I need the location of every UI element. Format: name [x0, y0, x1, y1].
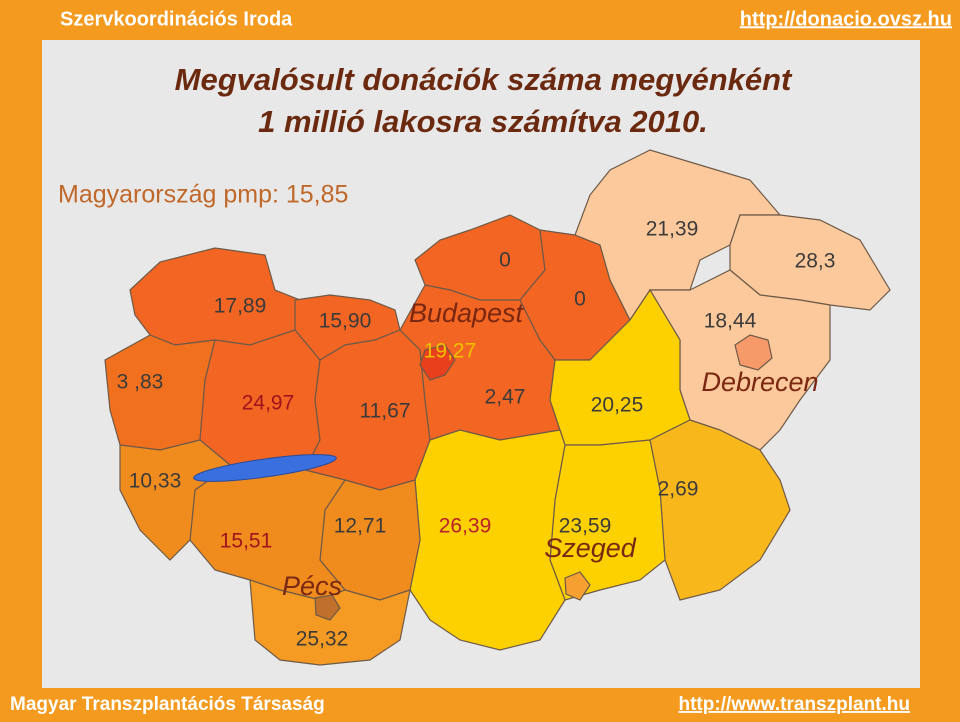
- county-value: 2,69: [658, 478, 699, 501]
- szeged-area: [564, 571, 591, 601]
- county-value: 15,90: [319, 310, 372, 333]
- city-name: Szeged: [544, 533, 637, 563]
- county-value: 0: [574, 288, 586, 311]
- county: [729, 214, 891, 311]
- budapest-area: [419, 344, 456, 381]
- footer-left: Magyar Transzplantációs Társaság: [10, 694, 325, 715]
- county-value: 11,67: [360, 400, 411, 423]
- county-value: 15,51: [220, 530, 273, 553]
- pecs-area: [314, 594, 341, 621]
- county-value: 28,3: [795, 250, 836, 273]
- debrecen-area: [734, 334, 773, 371]
- city-name: Debrecen: [701, 367, 818, 397]
- subtitle: 1 millió lakosra számítva 2010.: [258, 104, 708, 139]
- county: [409, 429, 566, 651]
- county-value: 17,89: [214, 295, 267, 318]
- county-value: 23,59: [559, 515, 612, 538]
- county-value: 0: [499, 249, 511, 272]
- county-value: 21,39: [646, 218, 699, 241]
- county-value: 12,71: [334, 515, 387, 538]
- county-value: 18,44: [704, 310, 757, 333]
- map: [104, 149, 891, 666]
- county-value: 24,97: [242, 392, 295, 415]
- county-value: 25,32: [296, 628, 349, 651]
- county-value: 26,39: [439, 515, 492, 538]
- header-left: Szervkoordinációs Iroda: [60, 8, 293, 30]
- county-value: 2,47: [485, 386, 526, 409]
- county-value: 3 ,83: [117, 371, 164, 394]
- title: Megvalósult donációk száma megyénként: [175, 62, 793, 97]
- header-link[interactable]: http://donacio.ovsz.hu: [740, 8, 952, 30]
- county-value: 19,27: [424, 340, 477, 363]
- lake-balaton: [193, 454, 337, 482]
- footer-link[interactable]: http://www.transzplant.hu: [679, 694, 911, 715]
- city-name: Pécs: [282, 571, 342, 601]
- national-rate: Magyarország pmp: 15,85: [58, 181, 348, 209]
- county: [249, 579, 411, 666]
- city-name: Budapest: [409, 298, 525, 328]
- county-value: 20,25: [591, 394, 644, 417]
- county-value: 10,33: [129, 470, 182, 493]
- county: [119, 439, 231, 561]
